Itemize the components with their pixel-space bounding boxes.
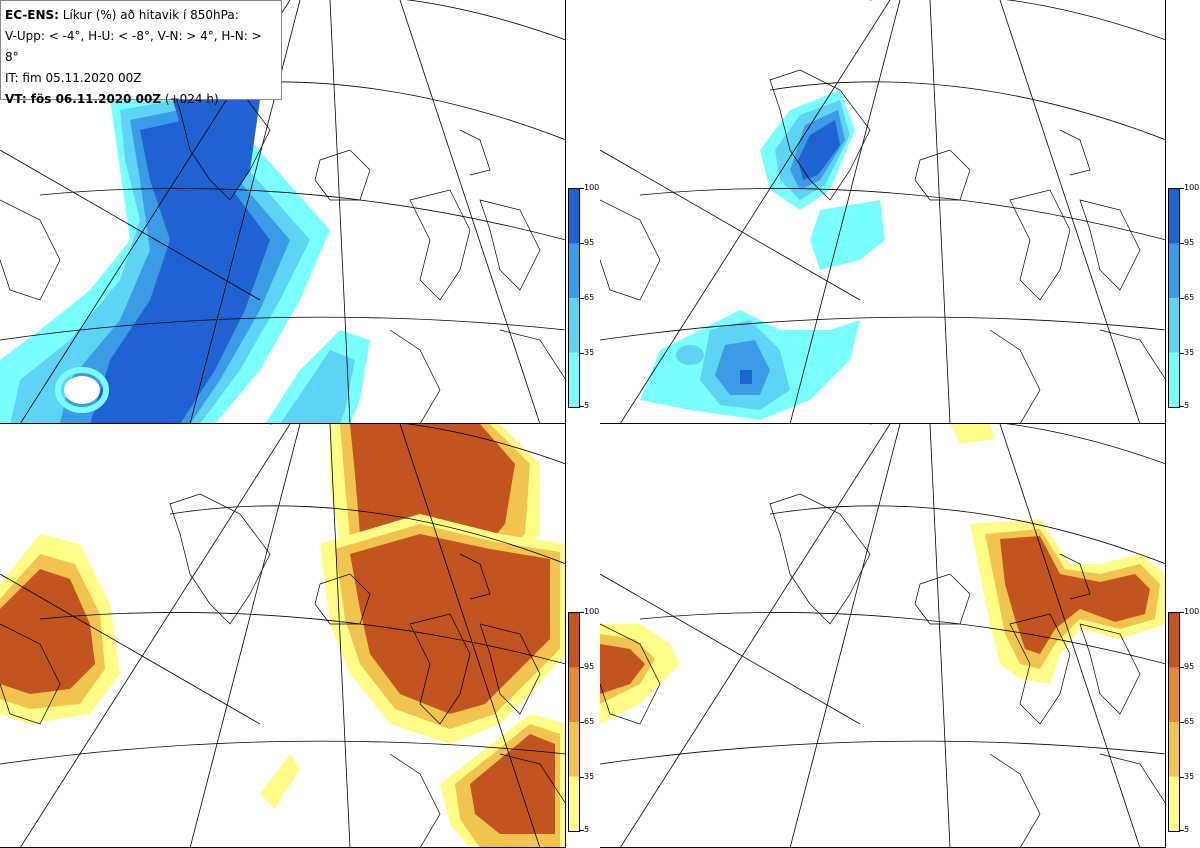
colorbar-tick-label: 95 <box>1184 238 1195 247</box>
colorbar-tick-mark <box>580 777 584 778</box>
map-panel-cold-8 <box>600 0 1166 424</box>
colorbar-tick-label: 95 <box>584 662 595 671</box>
colorbar-tick-mark <box>580 612 584 613</box>
colorbar-tick-label: 100 <box>584 183 600 192</box>
legend-line-3: IT: fim 05.11.2020 00Z <box>5 71 142 85</box>
colorbar-tick-label: 35 <box>584 348 595 357</box>
colorbar-gradient <box>568 188 580 408</box>
colorbar-tick-mark <box>1180 777 1184 778</box>
map-panel-warm-4 <box>0 424 566 848</box>
map-legend: EC-ENS: Líkur (%) að hitavik í 850hPa: V… <box>0 0 282 106</box>
colorbar-tick-mark <box>1180 667 1184 668</box>
map-canvas <box>600 0 1165 423</box>
colorbar-tick-mark <box>580 298 584 299</box>
colorbar-tick-mark <box>580 406 584 407</box>
colorbar-tick-mark <box>580 188 584 189</box>
colorbar-tick-mark <box>1180 353 1184 354</box>
map-canvas <box>600 424 1165 847</box>
colorbar-tick-label: 65 <box>584 717 595 726</box>
colorbar-tick-mark <box>580 830 584 831</box>
colorbar-tick-mark <box>1180 612 1184 613</box>
colorbar-tick-mark <box>1180 406 1184 407</box>
colorbar-tick-label: 35 <box>1184 772 1195 781</box>
colorbar-tick-label: 65 <box>584 293 595 302</box>
colorbar-orange: 100 95 65 35 5 <box>568 608 608 842</box>
map-canvas <box>0 424 565 847</box>
map-panel-cold-4: EC-ENS: Líkur (%) að hitavik í 850hPa: V… <box>0 0 566 424</box>
colorbar-tick-mark <box>580 353 584 354</box>
legend-line-2: V-Upp: < -4°, H-U: < -8°, V-N: > 4°, H-N… <box>5 29 262 64</box>
colorbar-tick-label: 100 <box>1184 183 1200 192</box>
colorbar-tick-label: 100 <box>584 607 600 616</box>
colorbar-tick-mark <box>580 243 584 244</box>
legend-line-4: VT: fös 06.11.2020 00Z (+024 h) <box>5 92 219 106</box>
colorbar-gradient <box>568 612 580 832</box>
legend-line-1: EC-ENS: Líkur (%) að hitavik í 850hPa: <box>5 8 239 22</box>
colorbar-tick-label: 5 <box>584 825 590 834</box>
colorbar-tick-label: 65 <box>1184 717 1195 726</box>
colorbar-tick-label: 100 <box>1184 607 1200 616</box>
map-canvas <box>0 0 565 423</box>
colorbar-tick-mark <box>1180 188 1184 189</box>
colorbar-tick-mark <box>1180 243 1184 244</box>
colorbar-tick-label: 95 <box>1184 662 1195 671</box>
colorbar-tick-mark <box>1180 722 1184 723</box>
colorbar-tick-mark <box>580 722 584 723</box>
colorbar-tick-label: 5 <box>1184 825 1190 834</box>
colorbar-blue: 100 95 65 35 5 <box>1168 184 1200 418</box>
colorbar-tick-mark <box>580 667 584 668</box>
colorbar-tick-label: 5 <box>1184 401 1190 410</box>
colorbar-orange: 100 95 65 35 5 <box>1168 608 1200 842</box>
colorbar-tick-label: 65 <box>1184 293 1195 302</box>
colorbar-tick-label: 35 <box>1184 348 1195 357</box>
colorbar-gradient <box>1168 612 1180 832</box>
colorbar-tick-label: 35 <box>584 772 595 781</box>
colorbar-gradient <box>1168 188 1180 408</box>
colorbar-blue: 100 95 65 35 5 <box>568 184 608 418</box>
colorbar-tick-mark <box>1180 298 1184 299</box>
map-panel-warm-8 <box>600 424 1166 848</box>
colorbar-tick-label: 95 <box>584 238 595 247</box>
colorbar-tick-mark <box>1180 830 1184 831</box>
colorbar-tick-label: 5 <box>584 401 590 410</box>
